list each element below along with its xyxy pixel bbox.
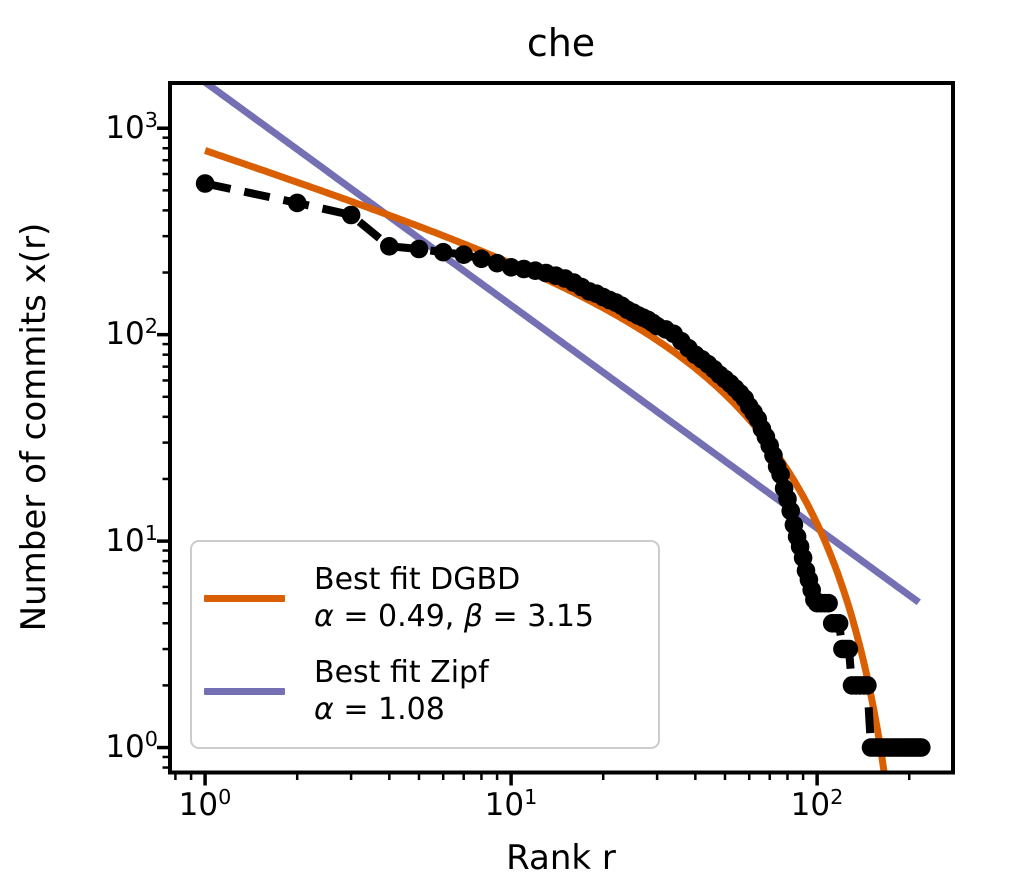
legend-item-dgbd: Best fit DGBD α = 0.49, β = 3.15 [192, 561, 658, 635]
legend-label-zipf: Best fit Zipf [314, 655, 489, 690]
chart-title: che [526, 21, 596, 65]
legend-params-zipf: α = 1.08 [314, 692, 445, 727]
y-tick-label-100: 102 [105, 313, 158, 352]
dgbd-line-swatch [204, 594, 285, 602]
y-tick-label-1000: 103 [105, 107, 158, 146]
legend-label-dgbd: Best fit DGBD [314, 562, 521, 597]
axis-ticks [157, 126, 911, 786]
legend: Best fit DGBD α = 0.49, β = 3.15 Best fi… [190, 540, 660, 749]
y-tick-label-10: 101 [105, 520, 158, 559]
x-tick-label-100: 102 [790, 784, 844, 823]
legend-item-zipf: Best fit Zipf α = 1.08 [192, 654, 658, 728]
x-tick-label-10: 101 [484, 784, 538, 823]
observed-data-points [195, 174, 931, 757]
plot-border [168, 81, 955, 775]
x-tick-label-1: 100 [178, 784, 232, 823]
zipf-fit-line [203, 85, 921, 606]
zipf-line-swatch [204, 687, 285, 695]
x-axis-label: Rank r [506, 838, 616, 878]
y-tick-label-1: 100 [105, 726, 158, 765]
legend-params-dgbd: α = 0.49, β = 3.15 [314, 599, 595, 634]
